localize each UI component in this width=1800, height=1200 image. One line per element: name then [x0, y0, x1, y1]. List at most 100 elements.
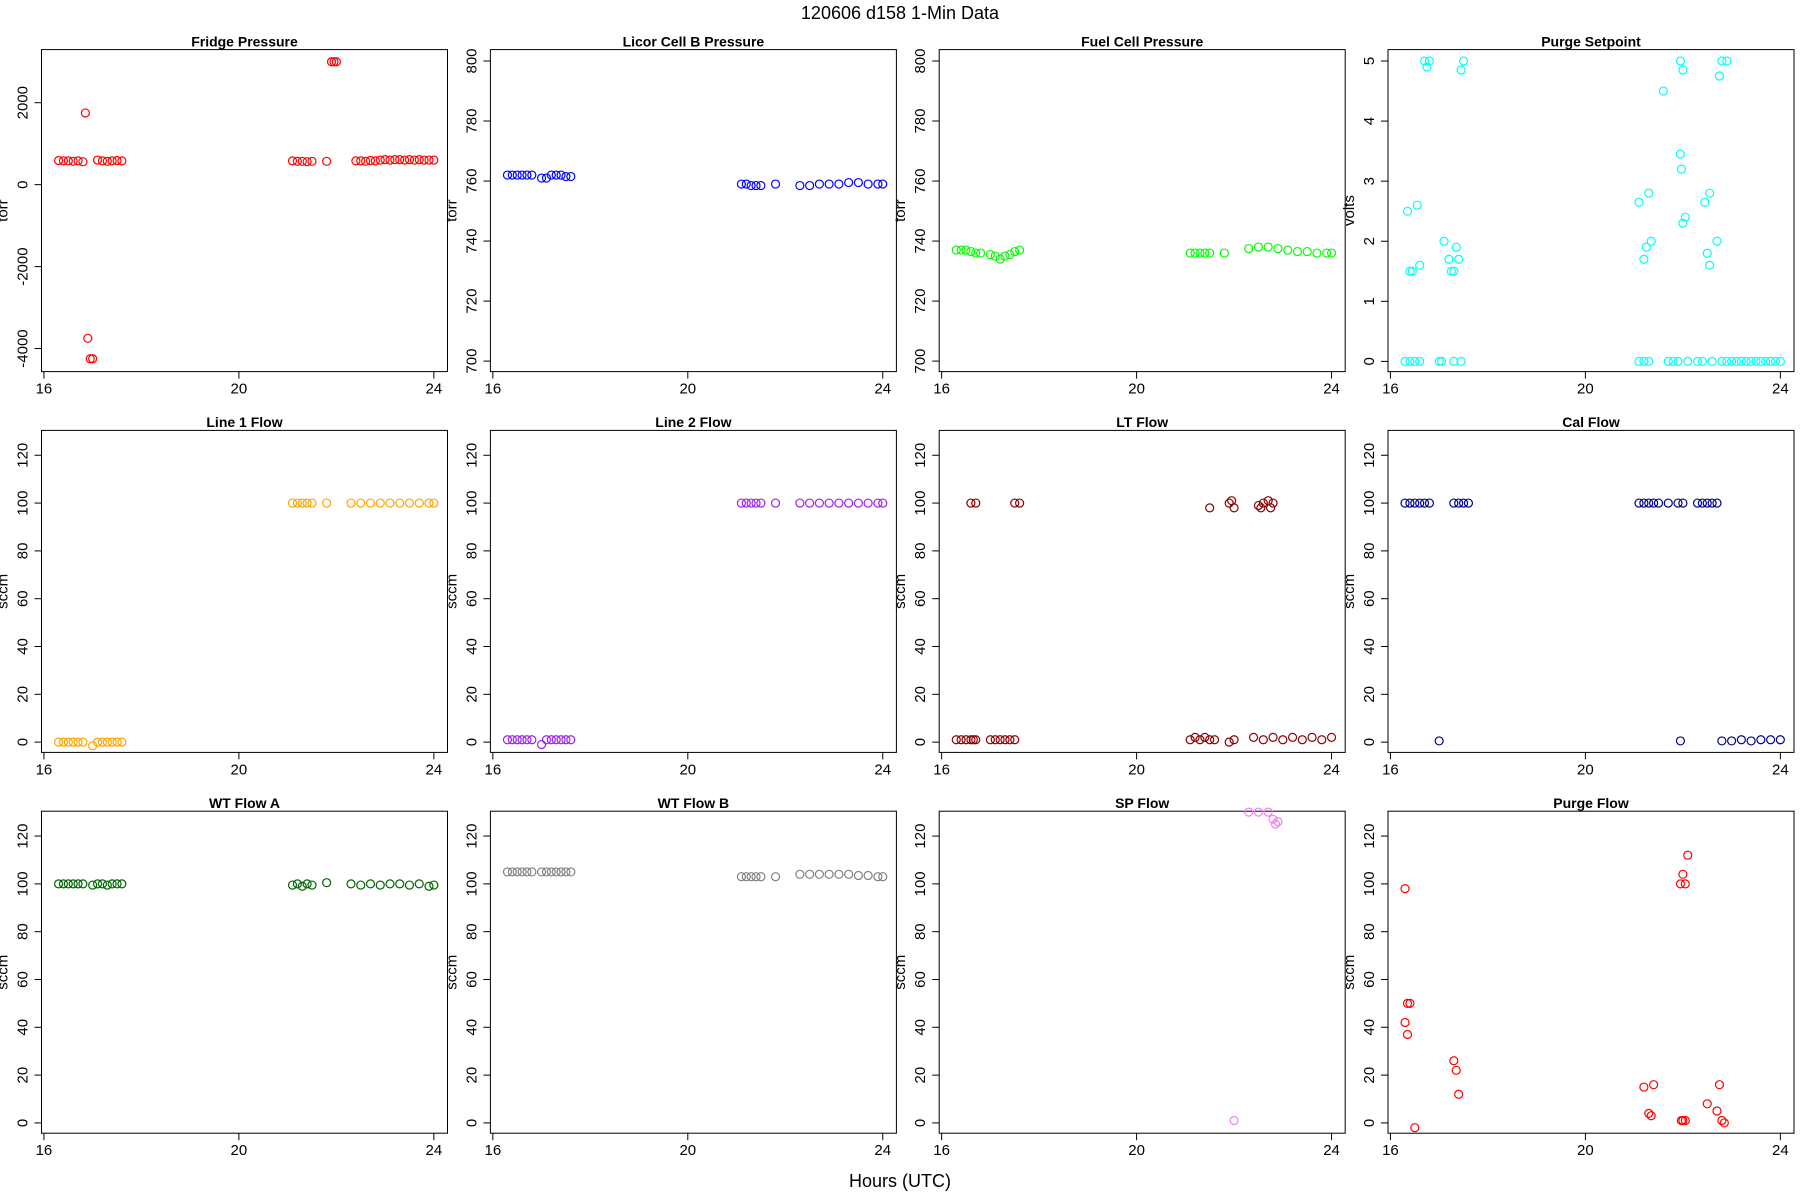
- y-tick-label: 100: [912, 491, 929, 516]
- data-point: [1707, 498, 1717, 508]
- y-tick-label: 80: [1361, 923, 1378, 940]
- data-point: [795, 180, 805, 191]
- data-point: [1454, 254, 1464, 264]
- data-point: [551, 735, 561, 745]
- y-tick-label: 800: [912, 48, 929, 73]
- y-tick-label: 80: [14, 543, 31, 560]
- data-point: [1705, 188, 1715, 198]
- data-point: [1244, 807, 1254, 817]
- data-point: [1673, 356, 1683, 366]
- data-point: [556, 735, 566, 745]
- data-point: [1419, 498, 1430, 508]
- chart-title: 120606 d158 1-Min Data: [801, 3, 1000, 23]
- data-point: [68, 156, 78, 166]
- data-point: [1410, 356, 1420, 366]
- data-point: [375, 155, 385, 165]
- x-tick-label: 16: [484, 381, 501, 398]
- data-point: [990, 735, 1000, 745]
- data-point: [814, 179, 824, 189]
- data-point: [97, 156, 108, 166]
- data-point: [83, 333, 93, 343]
- data-point: [1302, 246, 1312, 257]
- data-point: [385, 155, 395, 165]
- data-point: [956, 245, 966, 255]
- data-point: [297, 498, 307, 508]
- data-point: [1424, 498, 1435, 508]
- y-tick-label: 20: [463, 686, 480, 703]
- data-point: [1451, 1065, 1461, 1075]
- data-point: [73, 879, 83, 889]
- y-tick-label: 40: [912, 638, 929, 655]
- data-point: [346, 879, 356, 889]
- data-point: [307, 498, 317, 508]
- x-tick-label: 20: [1128, 761, 1145, 778]
- y-tick-label: 120: [912, 824, 929, 849]
- y-tick-label: 0: [463, 738, 480, 746]
- plot-frame: [489, 429, 897, 753]
- data-point: [1253, 242, 1264, 252]
- x-tick-label: 16: [36, 761, 53, 778]
- data-point: [551, 867, 561, 877]
- y-tick-label: 120: [14, 443, 31, 468]
- data-point: [1663, 498, 1673, 508]
- data-point: [53, 155, 64, 166]
- y-tick-label: 20: [14, 686, 31, 703]
- data-point: [1658, 86, 1668, 96]
- data-point: [1287, 732, 1298, 742]
- data-point: [1649, 1080, 1659, 1090]
- data-point: [1273, 817, 1283, 827]
- data-point: [107, 156, 117, 166]
- y-tick-label: 100: [463, 871, 480, 896]
- data-point: [88, 354, 98, 364]
- y-tick-label: -4000: [14, 329, 31, 367]
- data-point: [80, 108, 90, 118]
- data-point: [1717, 1115, 1727, 1126]
- data-point: [1195, 735, 1205, 745]
- data-point: [63, 156, 73, 166]
- data-point: [1190, 248, 1200, 258]
- data-point: [736, 179, 747, 189]
- data-point: [966, 735, 976, 745]
- data-point: [1005, 735, 1015, 745]
- data-point: [1229, 503, 1239, 513]
- data-point: [1775, 356, 1785, 366]
- data-point: [287, 880, 298, 890]
- plot-frame: [41, 49, 448, 373]
- y-tick-label: 120: [1361, 824, 1378, 849]
- y-tick-label: 0: [14, 738, 31, 746]
- data-point: [1707, 356, 1717, 366]
- y-tick-label: 20: [1361, 1067, 1378, 1084]
- data-point: [541, 173, 552, 183]
- data-point: [1451, 242, 1461, 252]
- data-point: [1639, 254, 1649, 264]
- x-tick-label: 20: [1577, 761, 1594, 778]
- data-point: [971, 498, 981, 508]
- data-point: [951, 245, 961, 255]
- y-tick-label: 120: [463, 443, 480, 468]
- x-tick-label: 24: [426, 761, 443, 778]
- data-point: [1400, 498, 1410, 508]
- data-point: [424, 498, 434, 508]
- data-point: [1439, 236, 1449, 246]
- data-point: [1456, 65, 1466, 75]
- data-point: [1639, 498, 1649, 508]
- data-point: [1697, 498, 1707, 508]
- y-tick-label: 100: [1361, 491, 1378, 516]
- data-point: [1010, 735, 1020, 745]
- data-point: [356, 498, 366, 508]
- data-point: [92, 737, 103, 747]
- data-point: [1434, 356, 1444, 366]
- data-point: [1678, 1115, 1688, 1126]
- data-point: [390, 155, 400, 165]
- data-point: [385, 879, 395, 889]
- data-point: [287, 156, 298, 166]
- x-tick-label: 24: [1772, 761, 1789, 778]
- y-tick-label: 120: [1361, 443, 1378, 468]
- data-point: [1270, 819, 1281, 829]
- data-point: [1205, 503, 1215, 513]
- data-point: [995, 254, 1005, 264]
- data-point: [561, 867, 571, 877]
- data-point: [1422, 62, 1432, 72]
- data-point: [53, 737, 64, 747]
- data-point: [1649, 498, 1659, 508]
